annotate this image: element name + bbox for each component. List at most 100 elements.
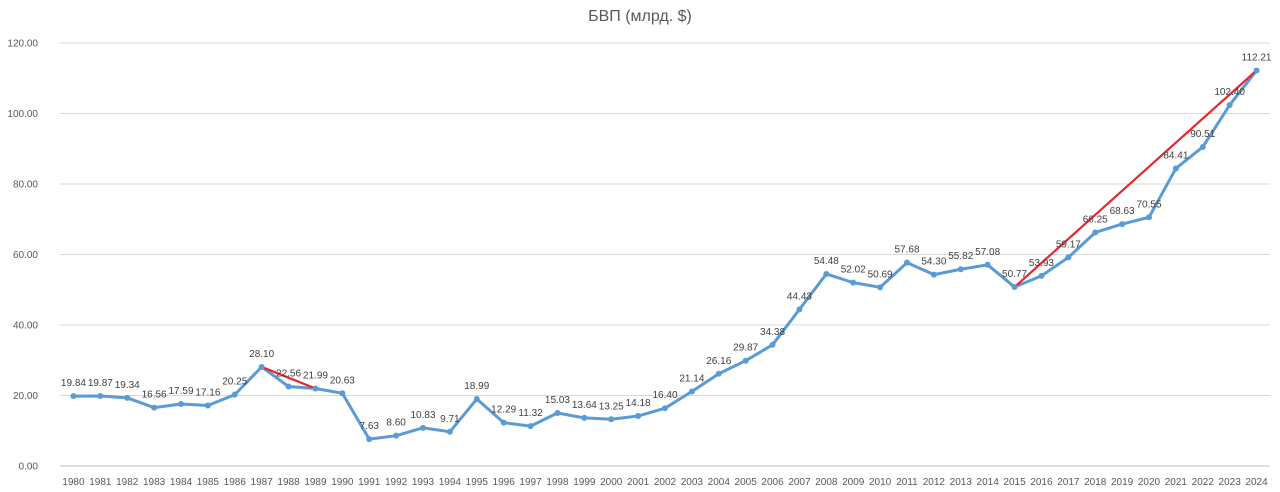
- x-tick-label: 2011: [896, 477, 918, 488]
- data-point: [393, 432, 400, 439]
- data-label: 54.30: [921, 257, 946, 268]
- x-tick-label: 1982: [116, 477, 139, 488]
- x-tick-label: 1988: [277, 477, 300, 488]
- y-tick-label: 80.00: [13, 180, 38, 191]
- data-label: 18.99: [464, 381, 489, 392]
- x-tick-label: 1993: [412, 477, 435, 488]
- x-tick-label: 2008: [815, 477, 838, 488]
- data-label: 22.56: [276, 368, 301, 379]
- data-label: 8.60: [386, 418, 406, 429]
- x-tick-label: 2012: [923, 477, 946, 488]
- data-label: 50.69: [868, 269, 893, 280]
- data-point: [124, 394, 131, 401]
- x-tick-label: 1995: [466, 477, 489, 488]
- data-label: 29.87: [733, 343, 758, 354]
- data-point: [877, 284, 884, 291]
- data-label: 53.93: [1029, 258, 1054, 269]
- data-point: [151, 404, 158, 411]
- data-label: 44.43: [787, 291, 812, 302]
- x-tick-label: 1990: [331, 477, 354, 488]
- x-tick-label: 1997: [519, 477, 542, 488]
- x-tick-label: 2021: [1165, 477, 1188, 488]
- data-point: [984, 261, 991, 268]
- data-label: 14.18: [626, 398, 651, 409]
- data-label: 34.38: [760, 327, 785, 338]
- data-point: [1146, 214, 1152, 221]
- data-point: [204, 402, 211, 409]
- x-tick-label: 2000: [600, 477, 623, 488]
- x-tick-label: 2019: [1111, 477, 1134, 488]
- trend-line: [1013, 69, 1258, 288]
- data-point: [930, 271, 937, 278]
- x-tick-label: 1983: [143, 477, 166, 488]
- x-tick-label: 1999: [573, 477, 596, 488]
- data-point: [97, 392, 104, 399]
- data-label: 57.08: [975, 247, 1000, 258]
- x-tick-label: 1985: [197, 477, 220, 488]
- data-point: [1199, 143, 1206, 150]
- data-label: 11.32: [518, 408, 543, 419]
- x-tick-label: 2003: [681, 477, 704, 488]
- data-label: 21.14: [679, 373, 704, 384]
- y-tick-label: 100.00: [7, 109, 38, 120]
- data-point: [688, 388, 695, 395]
- data-point: [635, 413, 642, 420]
- x-tick-label: 2024: [1245, 477, 1268, 488]
- data-label: 70.55: [1136, 199, 1161, 210]
- y-tick-label: 40.00: [13, 321, 38, 332]
- data-label: 15.03: [545, 395, 570, 406]
- data-point: [904, 259, 910, 266]
- data-point: [1119, 221, 1126, 228]
- data-point: [285, 383, 292, 390]
- data-label: 26.16: [706, 356, 731, 367]
- data-point: [957, 266, 964, 273]
- x-tick-label: 1986: [224, 477, 247, 488]
- data-label: 13.25: [599, 401, 624, 412]
- data-point: [850, 279, 857, 286]
- x-tick-label: 1987: [251, 477, 274, 488]
- data-point: [1011, 284, 1018, 291]
- data-label: 10.83: [410, 410, 435, 421]
- data-label: 112.21: [1242, 52, 1272, 63]
- y-tick-label: 120.00: [7, 39, 38, 50]
- x-tick-label: 1996: [493, 477, 516, 488]
- x-tick-label: 2010: [869, 477, 892, 488]
- trend-line: [261, 365, 316, 390]
- data-point: [258, 363, 265, 370]
- data-label: 54.48: [814, 256, 839, 267]
- data-point: [231, 391, 238, 398]
- x-tick-label: 1992: [385, 477, 408, 488]
- x-tick-label: 1998: [546, 477, 569, 488]
- data-label: 16.56: [142, 390, 167, 401]
- x-tick-label: 2007: [788, 477, 811, 488]
- data-label: 20.63: [330, 375, 355, 386]
- data-label: 20.25: [222, 377, 247, 388]
- x-tick-label: 2004: [708, 477, 731, 488]
- data-label: 28.10: [249, 349, 274, 360]
- x-tick-label: 2014: [977, 477, 1000, 488]
- data-point: [715, 370, 722, 377]
- data-label: 19.87: [88, 378, 113, 389]
- data-label: 59.17: [1056, 239, 1081, 250]
- x-tick-label: 2013: [950, 477, 973, 488]
- x-tick-label: 2015: [1003, 477, 1026, 488]
- data-point: [581, 414, 588, 421]
- data-point: [823, 270, 830, 277]
- data-label: 17.16: [195, 388, 220, 399]
- y-tick-label: 0.00: [19, 462, 39, 473]
- data-point: [608, 416, 615, 423]
- data-label: 66.25: [1083, 214, 1108, 225]
- chart-title: БВП (млрд. $): [588, 8, 692, 25]
- data-label: 102.40: [1214, 87, 1245, 98]
- data-label: 12.29: [491, 405, 516, 416]
- x-tick-label: 1980: [62, 477, 85, 488]
- data-point: [446, 428, 453, 435]
- data-point: [1065, 254, 1072, 261]
- data-label: 68.63: [1110, 206, 1135, 217]
- data-point: [796, 306, 803, 313]
- data-point: [742, 357, 749, 364]
- data-label: 90.51: [1190, 129, 1215, 140]
- data-label: 55.82: [948, 251, 973, 262]
- data-point: [366, 436, 373, 443]
